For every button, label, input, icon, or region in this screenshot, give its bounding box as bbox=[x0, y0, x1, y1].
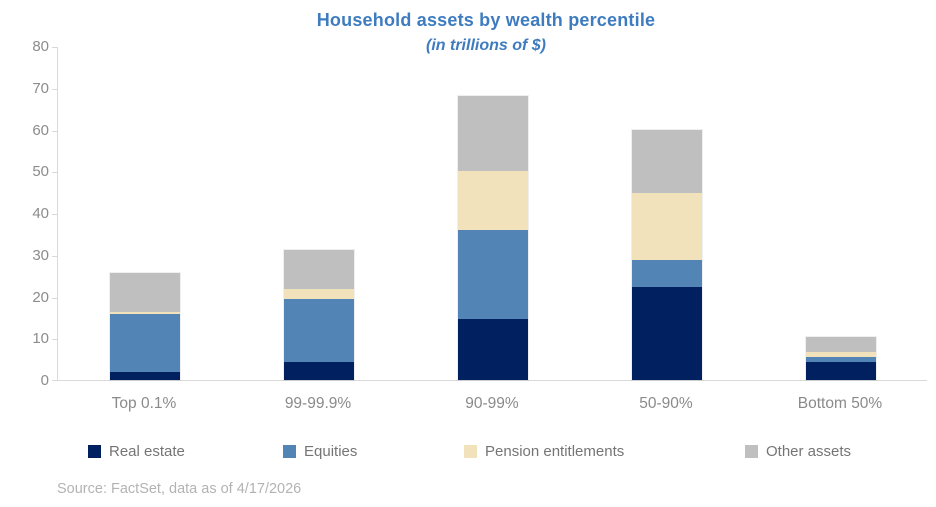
y-tick-mark bbox=[52, 172, 57, 174]
bar-90-99- bbox=[458, 96, 528, 380]
bar-top-0.1- bbox=[110, 273, 180, 380]
bar-segment-real-estate bbox=[806, 362, 876, 380]
y-tick-mark bbox=[52, 88, 57, 90]
x-axis-label: 50-90% bbox=[639, 395, 693, 412]
x-axis-label: Bottom 50% bbox=[797, 395, 883, 412]
y-tick-mark bbox=[52, 380, 57, 381]
y-tick-mark bbox=[52, 47, 57, 48]
legend-swatch bbox=[283, 444, 296, 458]
bar-segment-other-assets bbox=[284, 249, 354, 289]
bar-50-90- bbox=[632, 129, 702, 380]
bar-segment-real-estate bbox=[458, 319, 528, 380]
bar-segment-equities bbox=[458, 229, 528, 320]
legend: Real estate Equities Pension entitlements O… bbox=[0, 441, 936, 463]
y-tick-mark bbox=[52, 130, 57, 132]
legend-item-pension-entitlements: Pension entitlements bbox=[464, 441, 624, 461]
bar-segment-other-assets bbox=[110, 273, 180, 312]
y-tick-label: 70 bbox=[32, 79, 49, 97]
bar-segment-other-assets bbox=[458, 96, 528, 172]
bar-segment-real-estate bbox=[632, 287, 702, 380]
legend-item-real-estate: Real estate bbox=[88, 441, 185, 461]
bar-segment-other-assets bbox=[806, 337, 876, 353]
chart-title: Household assets by wealth percentile bbox=[316, 10, 656, 30]
y-tick-label: 80 bbox=[32, 38, 49, 55]
legend-label: Other assets bbox=[766, 442, 852, 460]
x-axis-label: Top 0.1% bbox=[111, 395, 177, 412]
bar-segment-pension-entitlements bbox=[110, 311, 180, 315]
y-tick-mark bbox=[52, 255, 57, 257]
bar-segment-pension-entitlements bbox=[458, 171, 528, 230]
legend-swatch bbox=[464, 444, 477, 458]
y-tick-label: 10 bbox=[32, 330, 49, 348]
y-tick-label: 30 bbox=[32, 246, 49, 264]
bar-segment-pension-entitlements bbox=[632, 192, 702, 261]
bar-segment-real-estate bbox=[284, 362, 354, 380]
y-tick-mark bbox=[52, 214, 57, 215]
legend-label: Equities bbox=[304, 442, 358, 460]
bar-segment-equities bbox=[110, 314, 180, 372]
legend-label: Pension entitlements bbox=[485, 442, 625, 460]
legend-item-equities: Equities bbox=[283, 441, 357, 461]
y-tick-mark bbox=[52, 297, 57, 299]
bar-segment-pension-entitlements bbox=[284, 289, 354, 300]
bar-bottom-50- bbox=[806, 337, 876, 380]
bar-99-99.9- bbox=[284, 249, 354, 380]
bar-segment-equities bbox=[284, 299, 354, 363]
x-axis-label: 90-99% bbox=[465, 395, 519, 412]
plot-area: 0 10 20 30 40 50 60 70 80 bbox=[32, 38, 927, 389]
bar-segment-equities bbox=[806, 357, 876, 363]
x-axis-label: 99-99.9% bbox=[284, 395, 352, 412]
legend-swatch bbox=[745, 444, 758, 458]
y-tick-label: 60 bbox=[32, 121, 49, 139]
y-tick-label: 40 bbox=[32, 205, 49, 222]
y-tick-label: 20 bbox=[32, 288, 49, 306]
legend-label: Real estate bbox=[109, 442, 185, 460]
bar-segment-pension-entitlements bbox=[806, 352, 876, 358]
legend-swatch bbox=[88, 444, 101, 458]
chart-subtitle: (in trillions of $) bbox=[426, 37, 546, 54]
bar-segment-real-estate bbox=[110, 371, 180, 380]
legend-item-other-assets: Other assets bbox=[745, 441, 851, 461]
y-tick-label: 0 bbox=[40, 372, 49, 389]
bar-segment-equities bbox=[632, 260, 702, 288]
bar-segment-other-assets bbox=[632, 129, 702, 193]
source-note: Source: FactSet, data as of 4/17/2026 bbox=[57, 481, 302, 497]
y-tick-mark bbox=[52, 339, 57, 341]
y-tick-label: 50 bbox=[32, 163, 49, 181]
